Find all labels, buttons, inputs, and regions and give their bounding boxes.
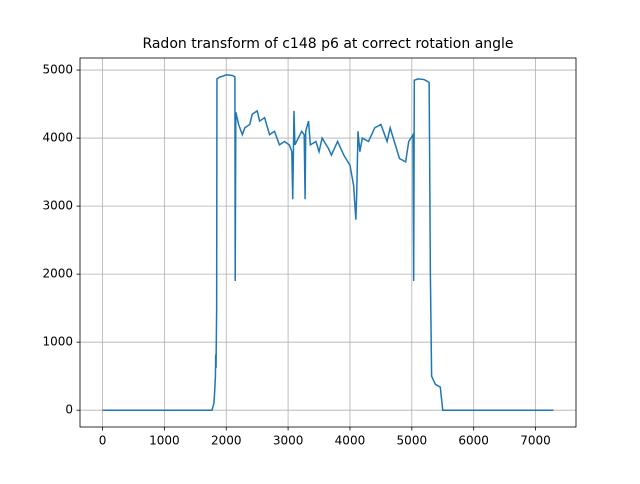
y-tick-label: 1000 [42,335,73,349]
x-tick-label: 2000 [211,434,242,448]
x-tick-label: 6000 [458,434,489,448]
y-tick-label: 4000 [42,131,73,145]
x-tick-label: 3000 [273,434,304,448]
x-tick-label: 7000 [520,434,551,448]
x-tick-label: 5000 [397,434,428,448]
x-tick-label: 0 [99,434,107,448]
chart-title: Radon transform of c148 p6 at correct ro… [142,36,513,52]
plot-frame [79,57,577,428]
x-tick-label: 1000 [149,434,180,448]
y-tick-label: 3000 [42,199,73,213]
y-tick-label: 5000 [42,63,73,77]
y-tick-label: 0 [65,403,73,417]
y-tick-label: 2000 [42,267,73,281]
data-line [102,74,554,411]
x-tick-label: 4000 [335,434,366,448]
